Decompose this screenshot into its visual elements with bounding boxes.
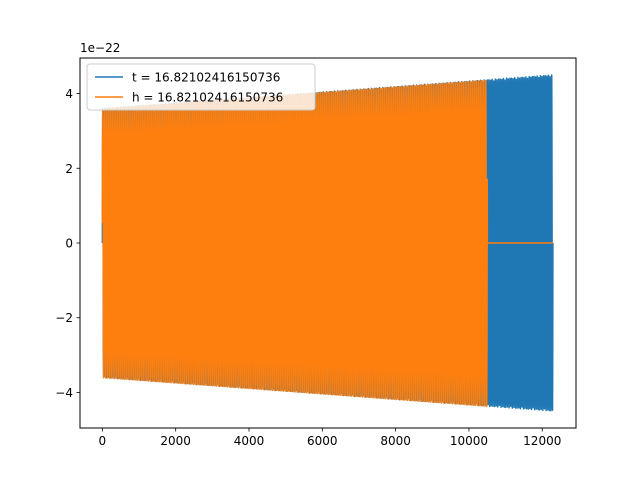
x-tick-label: 6000 bbox=[307, 434, 338, 448]
x-tick-label: 0 bbox=[99, 434, 107, 448]
x-tick-label: 10000 bbox=[450, 434, 488, 448]
legend-label-0: t = 16.82102416150736 bbox=[132, 71, 280, 85]
series-layer bbox=[101, 74, 554, 412]
x-tick-label: 12000 bbox=[523, 434, 561, 448]
x-tick-label: 2000 bbox=[160, 434, 191, 448]
y-tick-label: 0 bbox=[65, 237, 73, 251]
x-tick-label: 4000 bbox=[234, 434, 265, 448]
x-tick-label: 8000 bbox=[380, 434, 411, 448]
y-axis: −4 −2 0 2 4 bbox=[55, 87, 80, 400]
x-axis: 0 2000 4000 6000 8000 10000 12000 bbox=[99, 428, 561, 448]
y-tick-label: 4 bbox=[65, 87, 73, 101]
series-line-1 bbox=[101, 79, 554, 407]
legend-box bbox=[86, 63, 316, 111]
legend-label-1: h = 16.82102416150736 bbox=[132, 91, 283, 105]
y-offset-label: 1e−22 bbox=[80, 41, 120, 55]
y-tick-label: 2 bbox=[65, 162, 73, 176]
y-tick-label: −2 bbox=[55, 311, 73, 325]
legend: t = 16.82102416150736 h = 16.821024161507… bbox=[86, 63, 316, 111]
y-tick-label: −4 bbox=[55, 386, 73, 400]
